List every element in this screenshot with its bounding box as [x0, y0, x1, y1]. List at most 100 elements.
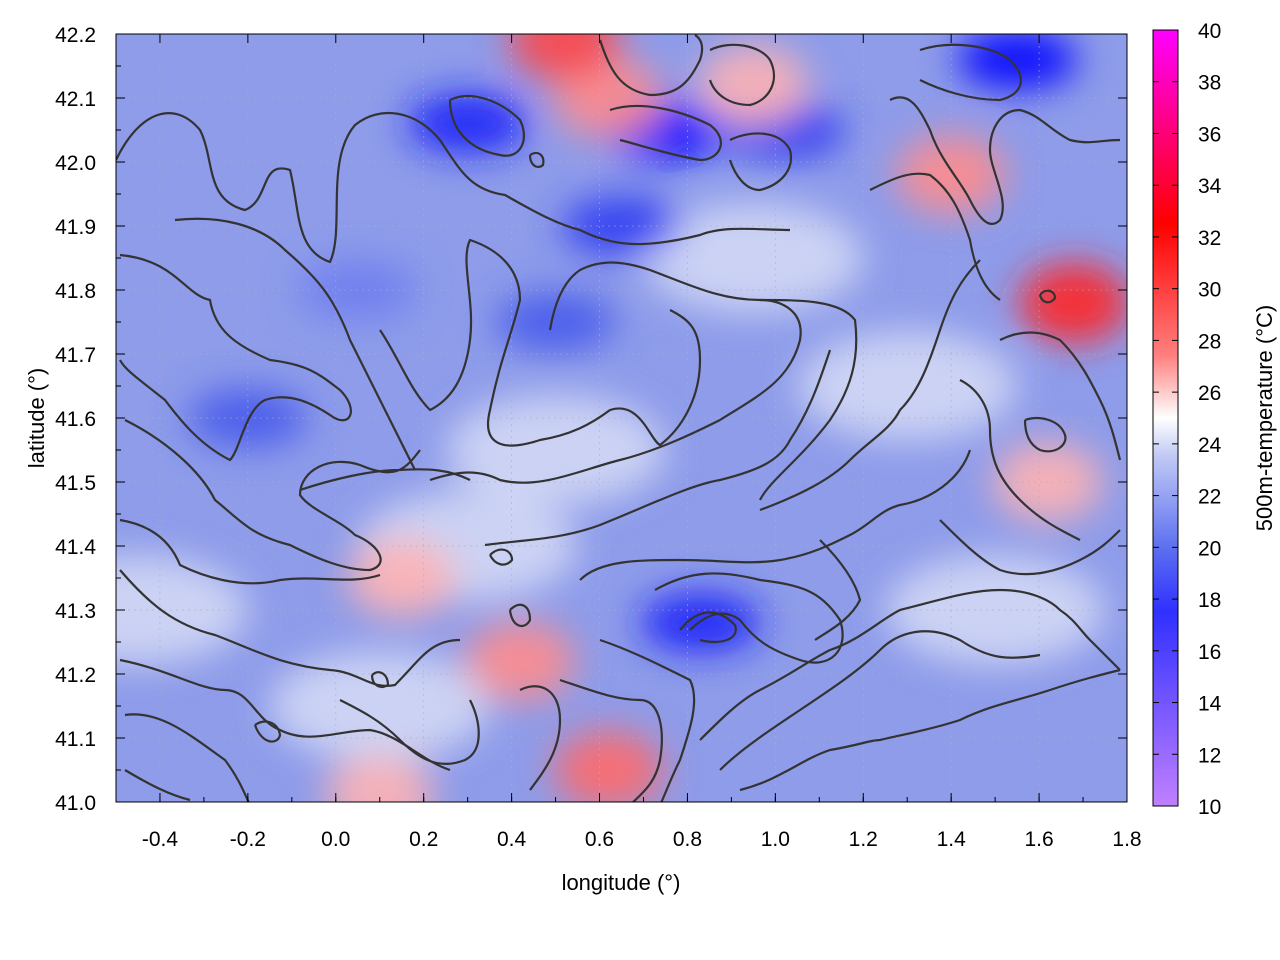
colorbar-tick-label: 16	[1198, 641, 1221, 664]
contour-line	[609, 104, 722, 162]
contour-line	[124, 419, 421, 572]
x-tick-label: 0.0	[321, 828, 350, 851]
contour-line	[759, 259, 981, 512]
heatmap-patch-light	[797, 331, 1018, 441]
heatmap-patch-warm	[465, 621, 576, 702]
y-tick-label: 41.4	[55, 536, 96, 559]
colorbar-tick-label: 26	[1198, 382, 1221, 405]
heatmap-patch-light	[445, 395, 666, 505]
contour-line	[739, 668, 1121, 792]
x-tick-label: 0.6	[585, 828, 614, 851]
heatmap-patch-warm	[509, 34, 620, 81]
x-tick-label: -0.2	[230, 828, 266, 851]
colorbar-tick-label: 36	[1198, 123, 1221, 146]
heatmap-patch-cool	[495, 292, 616, 352]
x-tick-label: 1.2	[849, 828, 878, 851]
y-axis: 41.0 41.1 41.2 41.3 41.4 41.5 41.6 41.7 41.8 41.9…	[55, 24, 1127, 815]
colorbar-tick-label: 28	[1198, 330, 1221, 353]
contour-line	[124, 769, 191, 802]
heatmap-patch-cool	[957, 34, 1078, 90]
contour-line	[174, 217, 416, 471]
contour-line	[889, 96, 1121, 225]
colorbar-tick-label: 18	[1198, 589, 1221, 612]
contour-line	[519, 685, 562, 791]
y-tick-label: 41.9	[55, 216, 96, 239]
grid-lines	[116, 33, 1128, 803]
y-tick-label: 42.2	[55, 24, 96, 47]
colorbar-tick-label: 30	[1198, 279, 1221, 302]
x-tick-label: 0.2	[409, 828, 438, 851]
x-axis: -0.4 -0.2 0.0 0.2 0.4 0.6 0.8 1.0 1.2 1.4 1.6 1.8	[115, 34, 1142, 851]
contour-line	[814, 539, 862, 641]
contour-line	[599, 638, 696, 802]
colorbar-label: 500m-temperature (°C)	[1252, 305, 1277, 531]
colorbar-tick-label: 14	[1198, 693, 1222, 716]
contour-line	[339, 699, 480, 765]
y-tick-label: 41.8	[55, 280, 96, 303]
colorbar-tick-label: 40	[1198, 20, 1221, 43]
x-tick-label: 1.8	[1112, 828, 1141, 851]
x-tick-label: 0.4	[497, 828, 527, 851]
x-tick-label: -0.4	[142, 828, 179, 851]
contour-line	[869, 172, 1001, 301]
x-tick-label: 1.4	[937, 828, 967, 851]
heatmap-patch-warm	[553, 730, 664, 802]
contour-line	[528, 151, 545, 169]
contour-line	[699, 588, 1121, 741]
colorbar-tick-label: 10	[1198, 796, 1221, 819]
y-tick-label: 41.0	[55, 792, 96, 815]
contour-line	[448, 95, 525, 157]
contour-line	[919, 43, 1022, 102]
contour-line	[119, 658, 451, 772]
y-tick-label: 41.7	[55, 344, 96, 367]
contour-line	[959, 379, 1081, 541]
y-tick-label: 42.0	[55, 152, 96, 175]
x-axis-label: longitude (°)	[562, 870, 681, 895]
colorbar-ticks: 10 12 14 16 18 20 22 24 26 28 30 32 34 36 38 40	[1153, 20, 1222, 819]
heatmap-patch-warm	[324, 755, 435, 802]
contour-line	[999, 331, 1122, 461]
heatmap-patch-light	[885, 555, 1106, 665]
contour-line	[679, 611, 737, 643]
contour-line	[299, 468, 471, 492]
contour-line	[1038, 289, 1057, 304]
heatmap-patch-warm	[1019, 262, 1127, 343]
contour-line	[253, 720, 282, 743]
y-tick-label: 41.3	[55, 600, 96, 623]
y-tick-label: 41.6	[55, 408, 96, 431]
contour-line	[489, 548, 514, 566]
contour-line	[728, 132, 793, 192]
colorbar-gradient	[1152, 29, 1179, 807]
y-axis-label: latitude (°)	[24, 368, 49, 469]
contour-lines	[116, 34, 1122, 802]
heatmap-patch-light	[269, 651, 490, 761]
y-tick-label: 42.1	[55, 88, 96, 111]
y-tick-label: 41.1	[55, 728, 96, 751]
contour-line	[508, 603, 532, 628]
contour-line	[429, 298, 802, 484]
heatmap-patch-light	[643, 203, 864, 313]
colorbar-tick-label: 22	[1198, 486, 1221, 509]
contour-line	[119, 518, 381, 585]
contour-line	[579, 449, 972, 581]
colorbar-tick-label: 32	[1198, 227, 1221, 250]
heatmap-patch-warm	[698, 45, 809, 126]
contour-line	[939, 519, 1121, 576]
contour-line	[598, 34, 704, 97]
contour-line	[559, 678, 663, 802]
contour-line	[1023, 417, 1067, 453]
contour-line	[484, 349, 832, 547]
y-tick-label: 41.5	[55, 472, 96, 495]
colorbar-tick-label: 12	[1198, 744, 1221, 767]
contour-line	[719, 630, 1041, 771]
y-tick-label: 41.2	[55, 664, 96, 687]
heatmap-patch-warm	[346, 538, 457, 618]
contour-line	[119, 253, 352, 462]
contour-line	[379, 238, 702, 447]
colorbar-tick-label: 38	[1198, 72, 1221, 95]
colorbar-tick-label: 24	[1198, 434, 1222, 457]
x-tick-label: 0.8	[673, 828, 702, 851]
x-tick-label: 1.0	[761, 828, 790, 851]
colorbar-tick-label: 20	[1198, 537, 1221, 560]
